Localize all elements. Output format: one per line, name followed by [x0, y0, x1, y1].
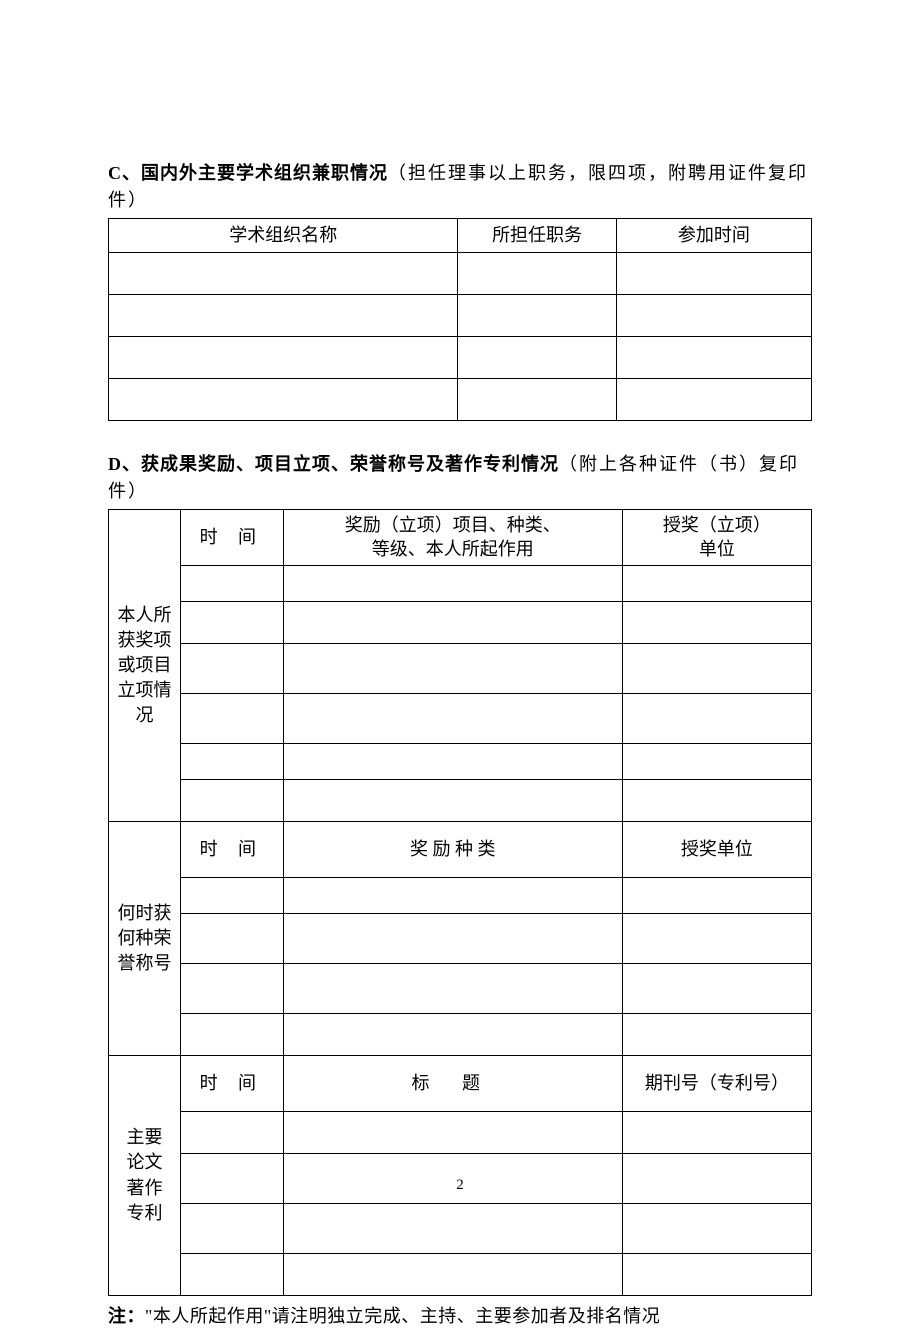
block3-header: 主要论文著作专利 时 间 标 题 期刊号（专利号） [109, 1056, 812, 1112]
table-row [109, 694, 812, 744]
block1-label: 本人所获奖项或项目立项情况 [109, 510, 181, 822]
col-role: 所担任职务 [458, 219, 616, 253]
table-row [109, 253, 812, 295]
table-row [109, 644, 812, 694]
section-d-title: D、获成果奖励、项目立项、荣誉称号及著作专利情况 [108, 454, 559, 474]
table-row [109, 602, 812, 644]
table-row [109, 1014, 812, 1056]
block2-mid-header: 奖 励 种 类 [283, 822, 622, 878]
block2-right-header: 授奖单位 [622, 822, 811, 878]
block3-right-header: 期刊号（专利号） [622, 1056, 811, 1112]
section-c-heading: C、国内外主要学术组织兼职情况（担任理事以上职务，限四项，附聘用证件复印件） [108, 160, 812, 214]
table-row [109, 964, 812, 1014]
table-c-header: 学术组织名称 所担任职务 参加时间 [109, 219, 812, 253]
block1-right-header: 授奖（立项）单位 [622, 510, 811, 566]
block3-mid-header: 标 题 [283, 1056, 622, 1112]
block1-mid-header: 奖励（立项）项目、种类、等级、本人所起作用 [283, 510, 622, 566]
table-row [109, 744, 812, 780]
footnote-label: 注： [108, 1306, 145, 1326]
section-c-title: C、国内外主要学术组织兼职情况 [108, 163, 388, 183]
table-row [109, 337, 812, 379]
table-row [109, 379, 812, 421]
col-org-name: 学术组织名称 [109, 219, 458, 253]
col-join-time: 参加时间 [616, 219, 811, 253]
block3-label: 主要论文著作专利 [109, 1056, 181, 1296]
page-number: 2 [0, 1177, 920, 1194]
table-row [109, 878, 812, 914]
table-row [109, 1112, 812, 1154]
table-row [109, 1204, 812, 1254]
block2-label: 何时获何种荣誉称号 [109, 822, 181, 1056]
footnote: 注："本人所起作用"请注明独立完成、主持、主要参加者及排名情况 [108, 1302, 812, 1328]
section-d-heading: D、获成果奖励、项目立项、荣誉称号及著作专利情况（附上各种证件（书）复印件） [108, 451, 812, 505]
block1-header: 本人所获奖项或项目立项情况 时 间 奖励（立项）项目、种类、等级、本人所起作用 … [109, 510, 812, 566]
block3-time-header: 时 间 [180, 1056, 283, 1112]
block1-time-header: 时 间 [180, 510, 283, 566]
table-row [109, 566, 812, 602]
block2-time-header: 时 间 [180, 822, 283, 878]
table-row [109, 1254, 812, 1296]
table-c: 学术组织名称 所担任职务 参加时间 [108, 218, 812, 421]
table-row [109, 295, 812, 337]
table-row [109, 780, 812, 822]
block2-header: 何时获何种荣誉称号 时 间 奖 励 种 类 授奖单位 [109, 822, 812, 878]
footnote-text: "本人所起作用"请注明独立完成、主持、主要参加者及排名情况 [145, 1306, 660, 1326]
table-row [109, 914, 812, 964]
